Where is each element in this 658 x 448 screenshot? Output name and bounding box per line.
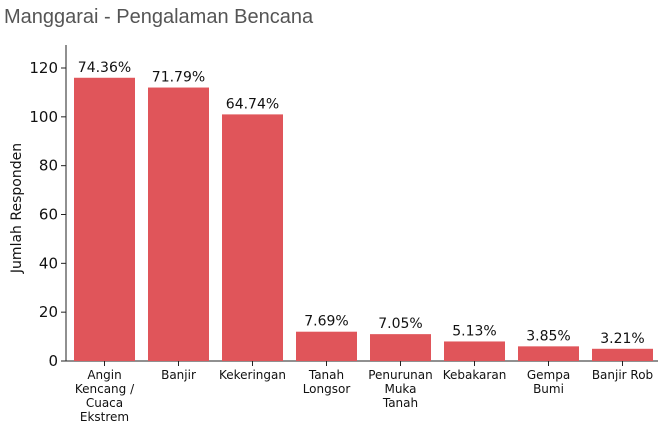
bar (296, 331, 357, 361)
x-tick-label: Kebakaran (443, 368, 507, 382)
x-tick-label: Penurunan Muka Tanah (368, 368, 433, 410)
y-tick-label: 60 (39, 206, 58, 224)
data-label: 74.36% (78, 60, 131, 76)
bar (74, 77, 135, 362)
data-label: 7.69% (304, 314, 348, 330)
data-label: 3.21% (600, 331, 644, 347)
data-label: 71.79% (152, 70, 205, 86)
data-label: 64.74% (226, 96, 279, 112)
y-tick-label: 120 (29, 59, 58, 77)
data-label: 3.85% (526, 328, 570, 344)
bar (518, 346, 579, 361)
bar (444, 341, 505, 361)
chart-title: Manggarai - Pengalaman Bencana (4, 6, 314, 28)
bar (370, 334, 431, 361)
bar (148, 87, 209, 362)
y-tick-label: 80 (39, 157, 58, 175)
bar (592, 348, 653, 361)
bar (222, 114, 283, 362)
data-labels: 74.36% 71.79% 64.74% 7.69% 7.05% 5.13% 3.85% 3.… (78, 60, 645, 347)
bars (74, 77, 653, 362)
x-tick-label: Banjir Rob (592, 368, 653, 382)
x-tick-label: Tanah Longsor (303, 368, 351, 396)
x-tick-label: Banjir (161, 368, 196, 382)
y-tick-label: 40 (39, 254, 58, 272)
x-tick-label: Gempa Bumi (527, 368, 570, 396)
y-tick-label: 100 (29, 108, 58, 126)
x-tick-label: Kekeringan (219, 368, 286, 382)
data-label: 7.05% (378, 316, 422, 332)
y-tick-label: 20 (39, 303, 58, 321)
x-tick-label: Angin Kencang / Cuaca Ekstrem (75, 368, 135, 424)
y-tick-label: 0 (48, 352, 58, 370)
x-tick-labels: Angin Kencang / Cuaca Ekstrem Banjir Kekering… (75, 368, 653, 424)
y-axis: 0 20 40 60 80 100 120 (29, 45, 67, 370)
data-label: 5.13% (452, 323, 496, 339)
x-axis (66, 360, 658, 366)
